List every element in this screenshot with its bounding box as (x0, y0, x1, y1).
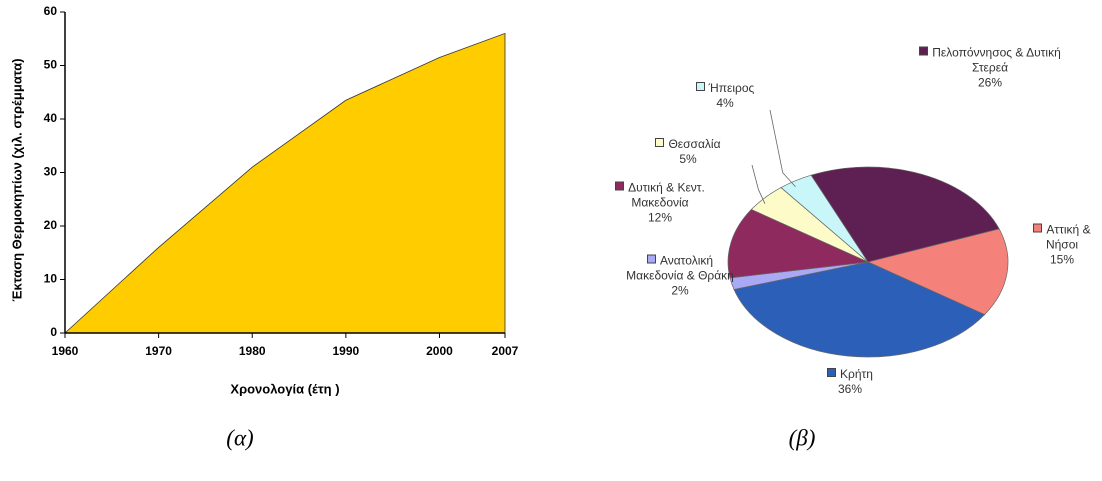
legend-key (655, 138, 665, 147)
slice-name: Κρήτη (840, 367, 873, 381)
legend-key (615, 181, 625, 191)
slice-name: Ανατολική Μακεδονία & Θράκη (626, 253, 734, 283)
x-tick-label: 1990 (332, 344, 359, 358)
x-axis-label: Χρονολογία (έτη ) (230, 381, 339, 396)
y-axis-label: Έκταση Θερμοκηπίων (χιλ. στρέμματα) (9, 58, 24, 301)
pie-slice (866, 228, 1009, 315)
slice-name: Θεσσαλία (668, 137, 721, 151)
slice-label: Κρήτη 36% (805, 367, 895, 397)
slice-label: Δυτική & Κεντ. Μακεδονία 12% (600, 181, 720, 226)
leader-line (751, 164, 766, 204)
x-tick-label: 1970 (145, 344, 172, 358)
legend-key (827, 368, 837, 377)
y-tick-label: 20 (44, 218, 58, 232)
pie-slice (727, 209, 870, 279)
value-label: 4% (716, 96, 734, 110)
slice-name: Αττική & Νήσοι (1045, 222, 1091, 252)
legend-key (646, 254, 656, 264)
legend-key (919, 46, 929, 56)
leader-line (769, 109, 796, 188)
area (63, 32, 506, 334)
pie-slice (733, 261, 986, 358)
slice-label: Αττική & Νήσοι 15% (1027, 223, 1097, 268)
y-tick-label: 30 (44, 165, 58, 179)
pie-slice (810, 166, 1000, 263)
value-label: 5% (679, 152, 697, 166)
value-label: 2% (671, 283, 689, 298)
slice-name: Πελοπόννησος & Δυτική Στερεά (932, 45, 1061, 75)
slice-label: Θεσσαλία 5% (648, 137, 728, 167)
legend-key (1033, 223, 1043, 233)
x-tick-label: 2007 (492, 344, 519, 358)
legend-key (695, 82, 705, 91)
x-tick-label: 1960 (52, 344, 79, 358)
y-tick-label: 0 (50, 325, 57, 339)
y-tick-label: 50 (44, 58, 58, 72)
value-label: 15% (1049, 252, 1075, 267)
x-tick-label: 2000 (426, 344, 453, 358)
pie-slice (780, 174, 869, 263)
value-label: 26% (977, 75, 1003, 90)
x-tick-label: 1980 (239, 344, 266, 358)
y-tick-label: 60 (44, 4, 58, 18)
value-label: 12% (647, 210, 673, 225)
caption: (β) (789, 425, 816, 450)
slice-name: Ήπειρος (708, 81, 755, 95)
slice-name: Δυτική & Κεντ. Μακεδονία (628, 180, 705, 210)
y-tick-label: 40 (44, 111, 58, 125)
slice-label: Πελοπόννησος & Δυτική Στερεά 26% (915, 46, 1065, 91)
caption: (α) (226, 425, 253, 450)
slice-label: Ήπειρος 4% (685, 81, 765, 111)
value-label: 36% (837, 382, 863, 396)
slice-label: Ανατολική Μακεδονία & Θράκη 2% (625, 254, 735, 299)
y-tick-label: 10 (44, 272, 58, 286)
